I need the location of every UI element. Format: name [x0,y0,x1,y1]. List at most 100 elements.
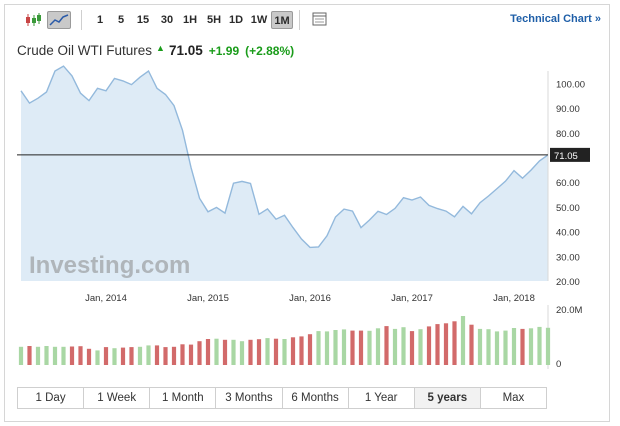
volume-bar [35,346,41,365]
period-max[interactable]: Max [502,392,525,404]
volume-bar [239,341,245,365]
last-price: 71.05 [168,43,203,58]
x-tick-label: Jan, 2016 [289,293,331,304]
interval-button-30[interactable]: 30 [160,14,174,26]
interval-button-1d[interactable]: 1D [228,14,244,26]
volume-bar [197,341,202,365]
interval-button-5[interactable]: 5 [117,14,125,26]
volume-bar [469,324,474,365]
volume-bar [188,344,194,365]
chart-toolbar: 1 5 15 30 1H 5H 1D 1W 1M Technical Chart » [5,5,609,33]
x-tick-label: Jan, 2015 [187,293,229,304]
volume-bar [154,345,160,365]
volume-bar [384,326,389,365]
volume-bar [18,346,24,365]
period-6-months[interactable]: 6 Months [283,388,349,408]
volume-bar [443,323,449,365]
price-area [21,66,548,281]
technical-chart-link[interactable]: Technical Chart » [510,13,601,25]
y-tick-label: 60.00 [556,178,580,189]
calendar-icon[interactable] [311,11,331,29]
volume-bar [78,346,83,365]
area-chart-icon[interactable] [47,11,71,29]
x-tick-label: Jan, 2014 [85,293,127,304]
volume-bar [452,321,457,365]
y-tick-label: 50.00 [556,203,580,214]
volume-bar [511,328,517,365]
volume-zero-label: 0 [556,359,561,370]
volume-bar [307,334,313,365]
investing-watermark: Investing.com [29,252,190,279]
volume-bar [256,339,262,365]
volume-bar [120,347,126,365]
interval-button-1h[interactable]: 1H [182,14,198,26]
candlestick-icon[interactable] [23,11,43,29]
y-tick-label: 40.00 [556,228,580,239]
volume-bar [299,336,304,365]
volume-bar [409,331,415,365]
volume-bar [129,347,134,365]
volume-bar [214,338,219,365]
volume-bar [27,346,32,365]
volume-bar [358,330,364,365]
current-price-tag [550,147,590,162]
volume-bar [265,338,270,365]
volume-bar [333,330,338,365]
volume-bar [52,346,58,365]
period-1-month[interactable]: 1 Month [150,388,217,408]
volume-bar [545,327,551,365]
price-chart[interactable]: 100.0090.0080.0070.0060.0050.0040.0030.0… [5,5,609,381]
volume-bar [180,344,185,365]
volume-bar [273,338,279,365]
volume-bar [205,339,211,365]
volume-bar [401,327,406,365]
volume-bar [426,326,432,365]
volume-bar [282,339,287,365]
y-tick-label: 100.00 [556,79,585,90]
period-1-day[interactable]: 1 Day [18,388,85,408]
period-5-years[interactable]: 5 years [414,388,481,408]
interval-button-1w[interactable]: 1W [250,14,268,26]
volume-bar [460,316,466,365]
interval-button-15[interactable]: 15 [136,14,150,26]
interval-button-1[interactable]: 1 [96,14,104,26]
volume-bar [350,330,355,365]
y-tick-label: 20.00 [556,277,580,288]
volume-bar [231,339,236,365]
volume-bar [392,328,398,365]
y-tick-label: 90.00 [556,104,580,115]
volume-bar [86,348,92,365]
volume-bar [95,350,100,365]
y-tick-label: 30.00 [556,252,580,263]
period-1-year[interactable]: 1 Year [349,388,415,408]
volume-bar [44,346,49,365]
period-3-months[interactable]: 3 Months [216,388,283,408]
volume-bar [316,331,321,365]
volume-bar [61,346,66,365]
price-line [20,65,549,249]
price-change: +1.99 [208,44,240,58]
volume-bar [163,347,168,365]
toolbar-separator [299,10,300,30]
volume-bar [171,346,177,365]
volume-bar [418,329,423,365]
volume-bar [146,345,151,365]
instrument-header: Crude Oil WTI Futures ▲ 71.05 +1.99 (+2.88%) [17,43,294,63]
volume-max-label: 20.0M [556,305,582,316]
volume-bar [367,330,372,365]
volume-bar [103,347,109,365]
volume-bar [222,339,228,365]
volume-bar [520,328,525,365]
period-1-week[interactable]: 1 Week [84,388,151,408]
interval-button-5h[interactable]: 5H [206,14,222,26]
volume-bar [290,337,296,365]
interval-button-1m[interactable]: 1M [271,11,293,29]
volume-bar [528,328,534,365]
volume-bar [494,331,500,365]
volume-bar [435,324,440,365]
volume-bar [375,328,381,365]
volume-bar [486,329,491,365]
chart-widget: 1 5 15 30 1H 5H 1D 1W 1M Technical Chart » Crude… [4,4,610,422]
volume-bar [324,331,330,365]
volume-bar [248,339,253,365]
